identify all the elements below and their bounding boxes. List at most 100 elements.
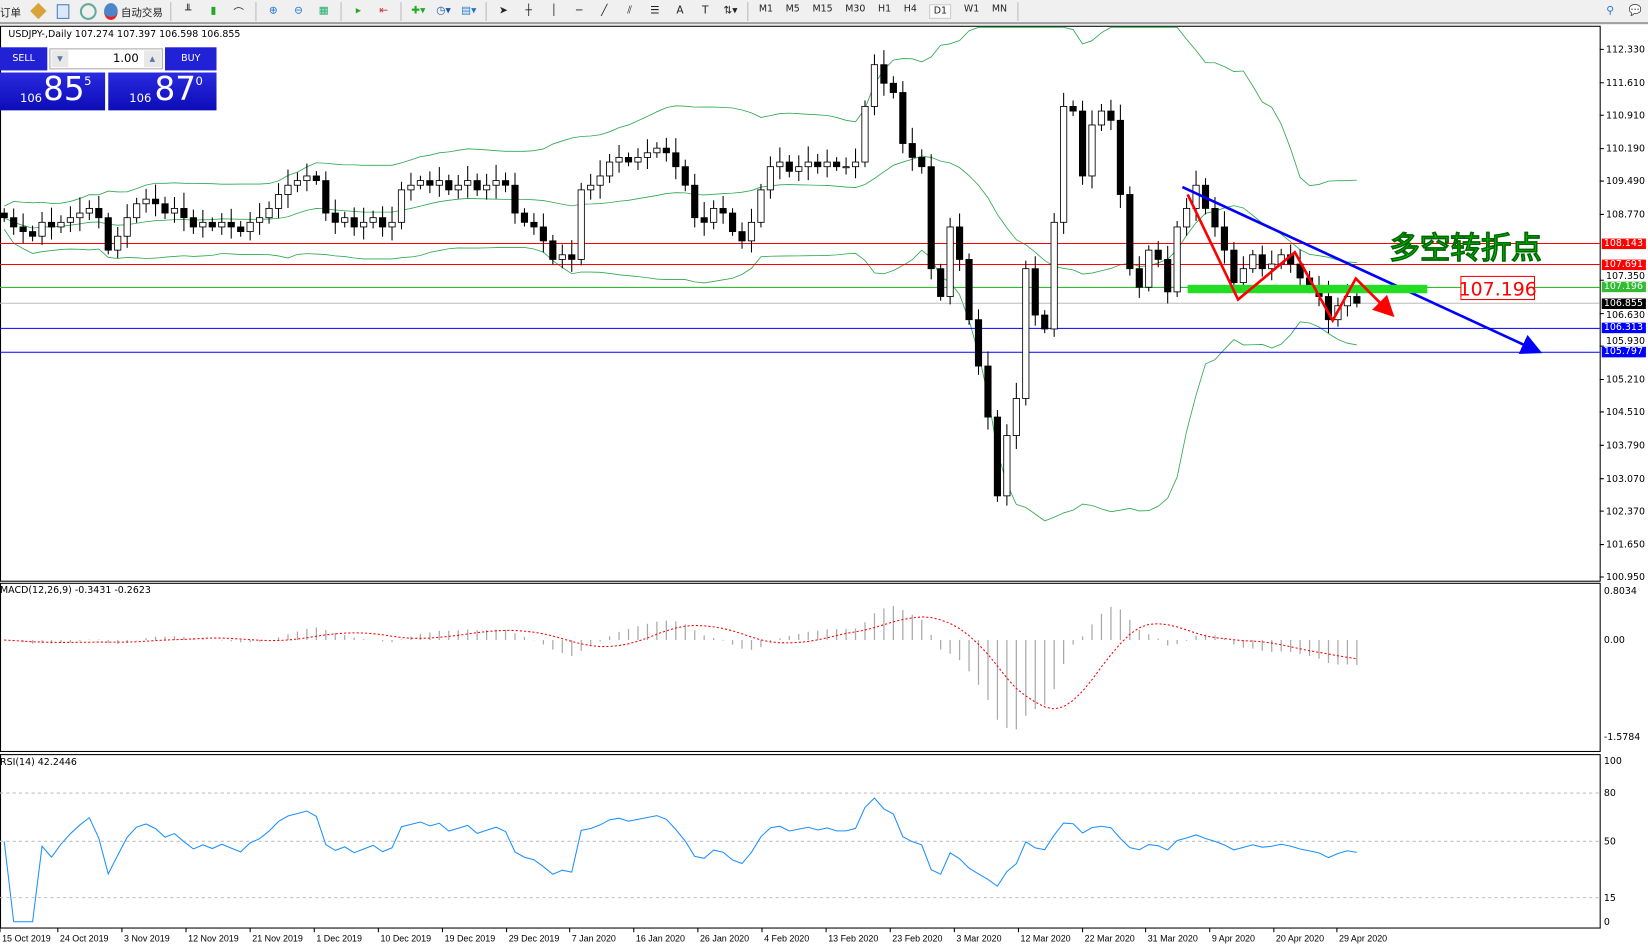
pivot-zone-bar[interactable]: [1187, 284, 1428, 294]
toolbar-new-order[interactable]: 新订单: [0, 2, 22, 21]
cursor-icon[interactable]: ➤: [499, 5, 508, 17]
date-label: 1 Dec 2019: [316, 934, 362, 944]
rsi-tick-label: 15: [1604, 893, 1616, 904]
signal-icon[interactable]: [79, 2, 98, 21]
candle: [757, 183, 765, 228]
chat-icon[interactable]: 💬: [1628, 5, 1642, 17]
candle: [142, 188, 150, 213]
chart-shift-icon[interactable]: ⇤: [379, 5, 389, 17]
candle: [378, 206, 387, 237]
sell-price[interactable]: 106 85 5: [0, 70, 106, 111]
autotrading-icon: [104, 2, 118, 20]
candle: [256, 203, 264, 235]
candle: [104, 212, 112, 255]
trendline-arrow[interactable]: [1181, 185, 1543, 354]
autotrading-button[interactable]: 自动交易: [104, 2, 163, 21]
text-label-icon[interactable]: T: [702, 5, 709, 17]
date-label: 12 Mar 2020: [1021, 934, 1071, 944]
candle: [114, 227, 122, 259]
candle: [38, 212, 46, 246]
candle: [643, 139, 652, 170]
candle: [804, 146, 812, 181]
navigator-icon[interactable]: [54, 2, 73, 21]
candle: [170, 197, 179, 223]
macd-tick-label: 0.00: [1604, 635, 1625, 646]
buy-button[interactable]: BUY: [165, 47, 217, 71]
level-price-tag: 106.313: [1601, 323, 1646, 334]
arrows-icon[interactable]: ⇅▾: [723, 5, 738, 17]
crosshair-icon[interactable]: ┼: [525, 5, 532, 17]
indicators-icon[interactable]: ✚▾: [411, 5, 426, 17]
timeframe-w1[interactable]: W1: [963, 3, 980, 15]
timeframe-m15[interactable]: M15: [812, 3, 833, 15]
candlestick-icon[interactable]: ▮: [210, 5, 217, 17]
text-icon[interactable]: A: [676, 5, 684, 17]
sell-price-fraction: 5: [84, 74, 92, 89]
candle: [823, 149, 831, 178]
candle: [274, 183, 283, 219]
candle: [558, 244, 566, 269]
zoom-out-icon[interactable]: ⊖: [294, 5, 303, 17]
line-chart-icon[interactable]: ⌒: [233, 7, 244, 19]
equidistant-channel-icon[interactable]: ⫽: [627, 5, 632, 17]
timeframe-m30[interactable]: M30: [845, 3, 866, 15]
candle: [587, 173, 595, 200]
bollinger-middle: [4, 155, 1357, 275]
timeframe-h4[interactable]: H4: [903, 3, 917, 15]
tile-windows-icon[interactable]: ▦: [318, 5, 329, 17]
timeframe-d1[interactable]: D1: [929, 3, 952, 19]
date-label: 3 Nov 2019: [124, 934, 170, 944]
candle: [530, 213, 538, 235]
candle: [1145, 245, 1153, 292]
buy-price[interactable]: 106 87 0: [108, 70, 217, 111]
autoscroll-icon[interactable]: ▸: [355, 5, 362, 17]
sell-button[interactable]: SELL: [0, 47, 48, 71]
candle: [539, 213, 547, 253]
zoom-in-icon[interactable]: ⊕: [268, 5, 278, 17]
price-tick-label: 108.770: [1606, 210, 1645, 221]
search-icon[interactable]: ⚲: [1606, 5, 1615, 17]
candle: [568, 240, 576, 272]
candle: [615, 144, 623, 173]
templates-icon[interactable]: ▤▾: [461, 5, 477, 17]
price-tick-label: 109.490: [1606, 176, 1645, 187]
candle: [520, 208, 529, 227]
price-tick-label: 103.790: [1606, 440, 1645, 451]
annotation-text[interactable]: 多空转折点: [1389, 231, 1542, 267]
candle: [1249, 249, 1257, 273]
zigzag-arrow[interactable]: [1186, 193, 1395, 324]
timeframe-h1[interactable]: H1: [878, 3, 892, 15]
chart-area[interactable]: 多空转折点 107.196 112.330 111.610 110.910 110.190…: [0, 24, 1648, 948]
price-tick-label: 104.510: [1606, 407, 1645, 418]
buy-price-prefix: 106: [129, 91, 152, 106]
metaeditor-icon[interactable]: [28, 2, 47, 21]
level-price-tag: 108.143: [1601, 238, 1646, 249]
periods-icon[interactable]: ◷▾: [436, 5, 451, 17]
timeframe-m5[interactable]: M5: [785, 3, 800, 15]
bar-chart-icon[interactable]: ╨: [184, 5, 192, 17]
timeframe-mn[interactable]: MN: [991, 3, 1008, 15]
horizontal-line-icon[interactable]: ─: [575, 5, 583, 17]
lot-size-input[interactable]: 1.00: [112, 51, 139, 66]
price-tick-label: 111.610: [1606, 78, 1645, 89]
candle: [728, 208, 737, 236]
lot-decrease-button[interactable]: ▼: [51, 50, 69, 68]
fibonacci-icon[interactable]: ☰: [650, 5, 660, 17]
candle: [95, 195, 103, 229]
candle: [435, 167, 443, 197]
candle: [889, 76, 897, 99]
vertical-line-icon[interactable]: │: [550, 5, 558, 17]
candle: [293, 172, 302, 193]
candle: [1164, 245, 1172, 304]
candle: [246, 212, 254, 241]
price-box[interactable]: [1460, 275, 1536, 301]
date-label: 15 Oct 2019: [2, 934, 51, 944]
price-tick-label: 110.910: [1606, 110, 1645, 121]
timeframe-m1[interactable]: M1: [758, 3, 774, 15]
candle: [653, 142, 661, 158]
candle: [577, 182, 585, 266]
lot-size-stepper[interactable]: ▼ 1.00 ▲: [49, 48, 163, 70]
trendline-icon[interactable]: ╱: [601, 5, 608, 17]
lot-increase-button[interactable]: ▲: [143, 50, 161, 68]
